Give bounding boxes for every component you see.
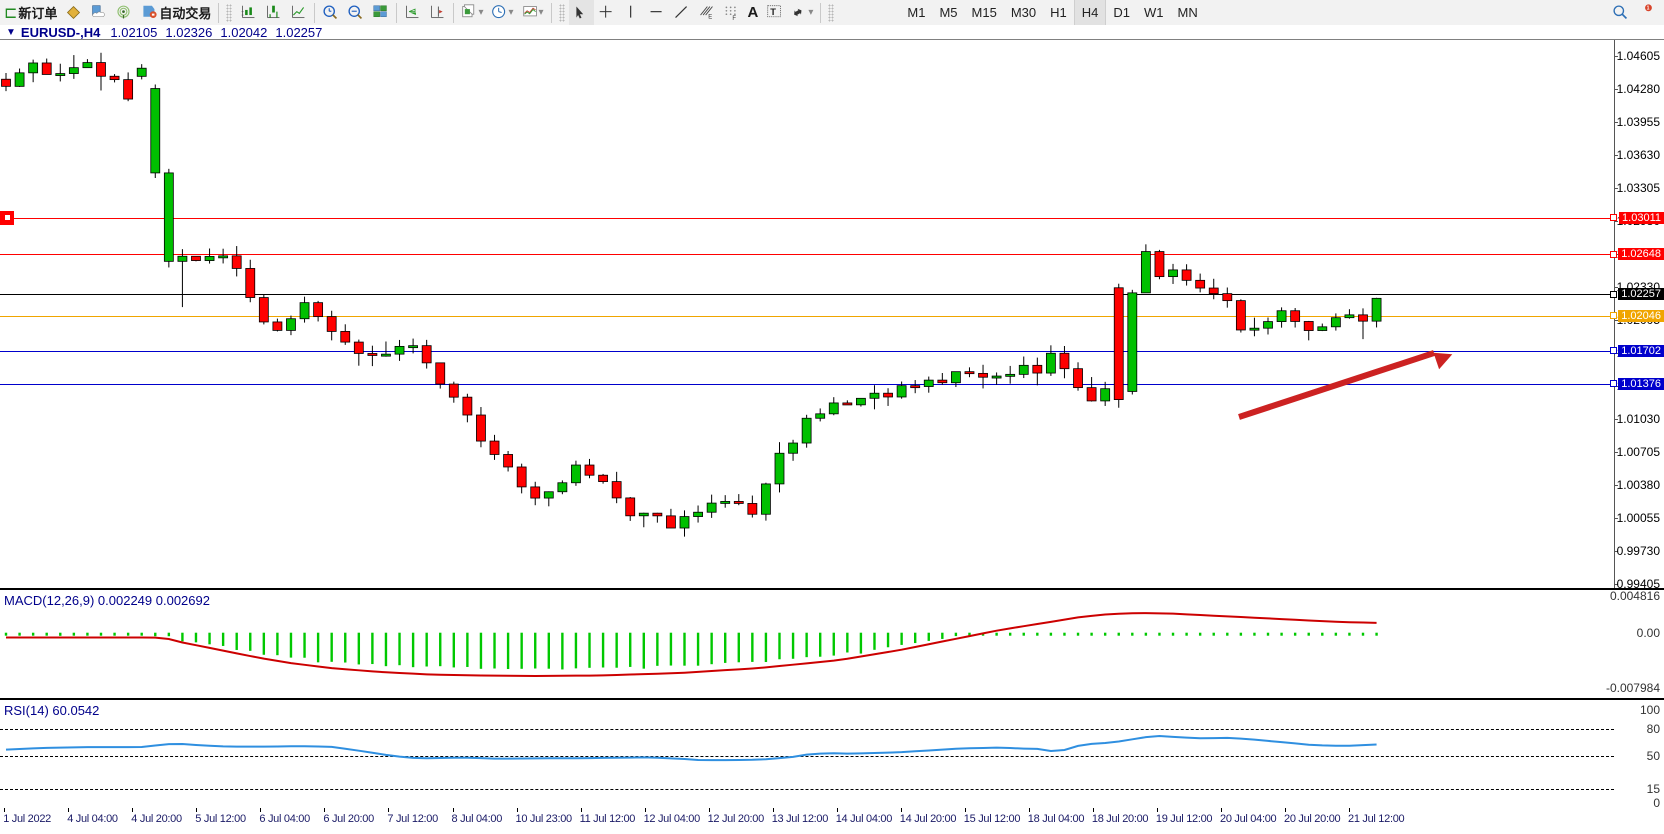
svg-text:E: E (708, 14, 712, 20)
svg-text:F: F (732, 16, 736, 21)
svg-text:T: T (771, 7, 777, 17)
svg-text:1: 1 (1647, 5, 1650, 11)
